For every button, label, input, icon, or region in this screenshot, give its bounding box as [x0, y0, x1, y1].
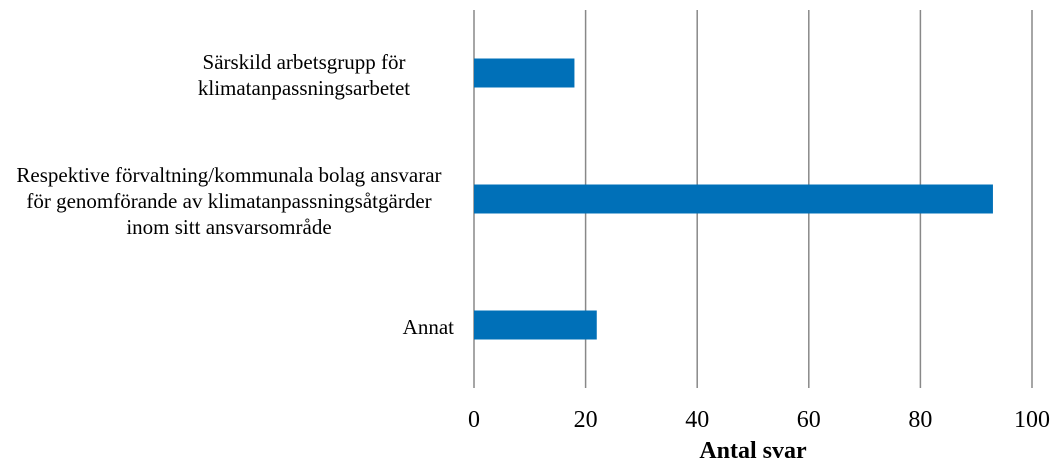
y-tick-label: Särskild arbetsgrupp för klimatanpassnin… — [197, 50, 411, 100]
x-tick-label: 0 — [468, 407, 480, 433]
x-tick-label: 100 — [1014, 407, 1050, 433]
bar — [474, 310, 597, 340]
y-tick-label: Annat — [402, 315, 454, 339]
x-tick-label: 20 — [574, 407, 598, 433]
y-tick-label: Respektive förvaltning/kommunala bolag a… — [16, 163, 442, 239]
x-tick-label: 40 — [685, 407, 709, 433]
x-tick-label: 80 — [908, 407, 932, 433]
x-tick-label: 60 — [797, 407, 821, 433]
bar — [474, 184, 993, 214]
x-axis-title: Antal svar — [699, 438, 807, 464]
bar — [474, 58, 575, 88]
